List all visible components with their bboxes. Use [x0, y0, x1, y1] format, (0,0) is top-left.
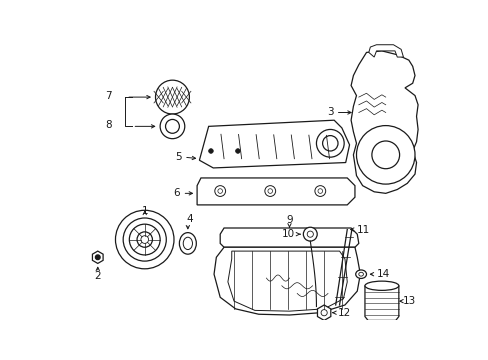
Circle shape: [218, 189, 222, 193]
Ellipse shape: [179, 233, 196, 254]
Text: 9: 9: [285, 215, 292, 225]
Polygon shape: [368, 45, 403, 57]
Circle shape: [137, 232, 152, 247]
Circle shape: [155, 80, 189, 114]
Circle shape: [208, 149, 213, 153]
Circle shape: [316, 130, 344, 157]
Text: 14: 14: [376, 269, 389, 279]
Circle shape: [317, 189, 322, 193]
Polygon shape: [197, 178, 354, 205]
Ellipse shape: [183, 237, 192, 249]
Polygon shape: [220, 228, 358, 247]
Circle shape: [141, 236, 148, 243]
Text: 5: 5: [175, 152, 182, 162]
Text: 12: 12: [337, 308, 350, 318]
Circle shape: [356, 126, 414, 184]
Circle shape: [95, 255, 100, 260]
Ellipse shape: [364, 281, 398, 291]
Text: 7: 7: [105, 91, 112, 100]
Circle shape: [160, 114, 184, 139]
Polygon shape: [199, 120, 349, 168]
Circle shape: [129, 224, 160, 255]
Ellipse shape: [358, 272, 363, 276]
Circle shape: [165, 120, 179, 133]
Circle shape: [235, 149, 240, 153]
Ellipse shape: [355, 270, 366, 278]
Text: 13: 13: [402, 296, 415, 306]
Text: 10: 10: [281, 229, 294, 239]
Circle shape: [115, 210, 174, 269]
Text: 6: 6: [173, 188, 180, 198]
Circle shape: [267, 189, 272, 193]
Polygon shape: [92, 251, 103, 264]
Circle shape: [371, 141, 399, 169]
Polygon shape: [317, 305, 330, 320]
Polygon shape: [364, 286, 398, 320]
Polygon shape: [350, 51, 417, 193]
Text: 11: 11: [356, 225, 369, 235]
Circle shape: [306, 231, 313, 237]
Text: 8: 8: [105, 120, 112, 130]
Polygon shape: [214, 247, 360, 315]
Circle shape: [322, 136, 337, 151]
Circle shape: [123, 218, 166, 261]
Circle shape: [214, 186, 225, 197]
Circle shape: [314, 186, 325, 197]
Text: 1: 1: [141, 206, 148, 216]
Polygon shape: [227, 251, 346, 311]
Circle shape: [321, 310, 326, 316]
Text: 4: 4: [186, 214, 192, 224]
Circle shape: [264, 186, 275, 197]
Circle shape: [303, 227, 317, 241]
Text: 2: 2: [94, 271, 101, 281]
Text: 3: 3: [326, 108, 333, 117]
